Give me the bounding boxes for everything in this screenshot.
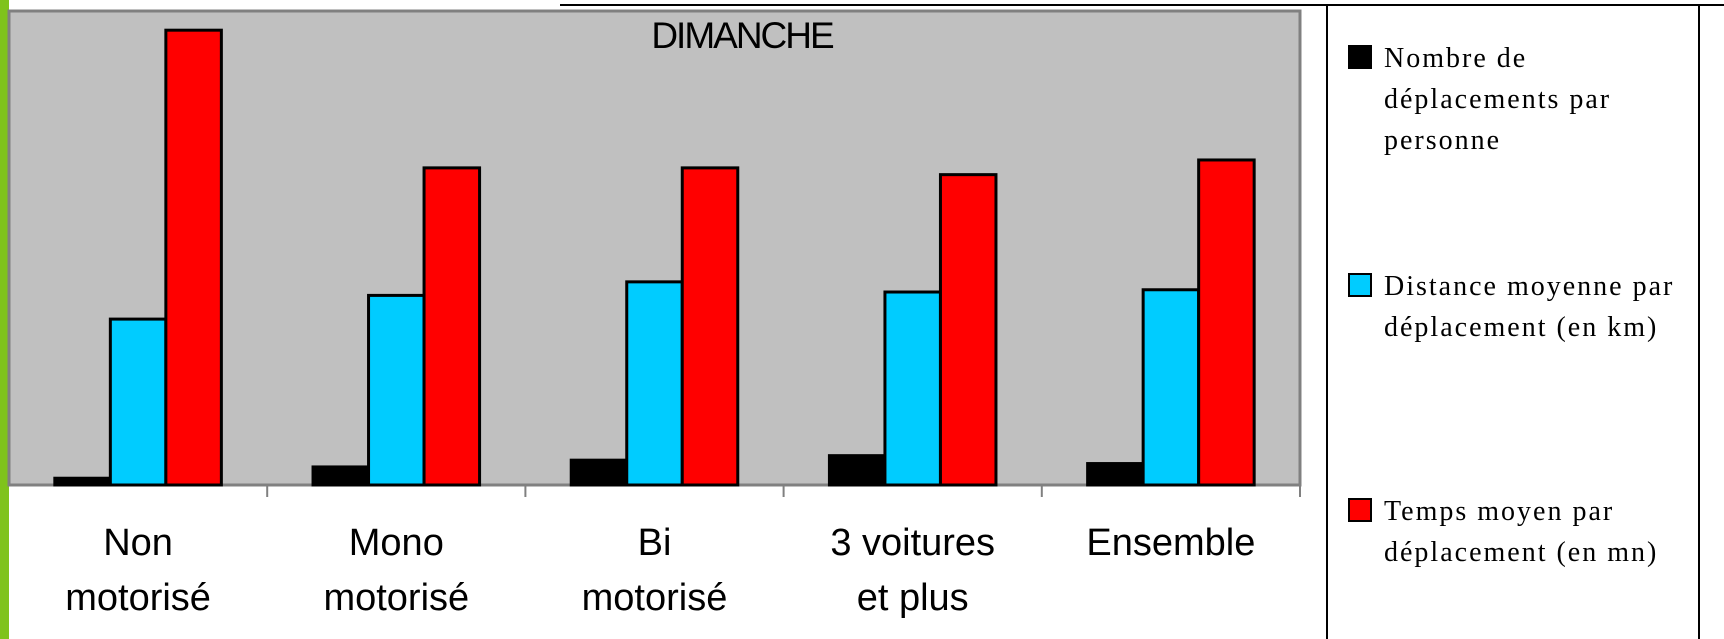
legend-item: Distance moyenne par déplacement (en km) [1348,266,1693,343]
bar [625,280,684,487]
x-tick-label: Mono motorisé [323,522,470,619]
bar [883,290,942,487]
legend-label: Temps moyen par déplacement (en mn) [1384,496,1659,568]
bar [1086,462,1145,487]
bar [311,465,371,487]
bar [569,458,629,487]
legend-swatch [1348,45,1372,69]
chart-title: DIMANCHE [651,15,834,56]
bar [827,454,887,487]
bar [1197,158,1256,487]
side-stripe [0,0,9,639]
bar [108,317,168,487]
x-tick-label: Bi motorisé [581,522,728,619]
x-tick-label: Ensemble [1086,522,1256,564]
legend-item: Temps moyen par déplacement (en mn) [1348,491,1693,568]
bar [164,28,223,487]
bar [938,173,998,487]
x-tick-label: 3 voitures et plus [830,522,996,619]
legend-swatch [1348,498,1372,522]
bar [53,476,112,487]
legend-label: Nombre de déplacements par personne [1384,43,1612,156]
bar [1141,288,1201,487]
legend-swatch [1348,273,1372,297]
x-tick-label: Non motorisé [65,522,211,619]
bar [422,166,482,487]
bar [367,293,426,487]
legend-label: Distance moyenne par déplacement (en km) [1384,271,1675,343]
legend-item: Nombre de déplacements par personne [1348,38,1693,156]
bar [680,166,740,487]
